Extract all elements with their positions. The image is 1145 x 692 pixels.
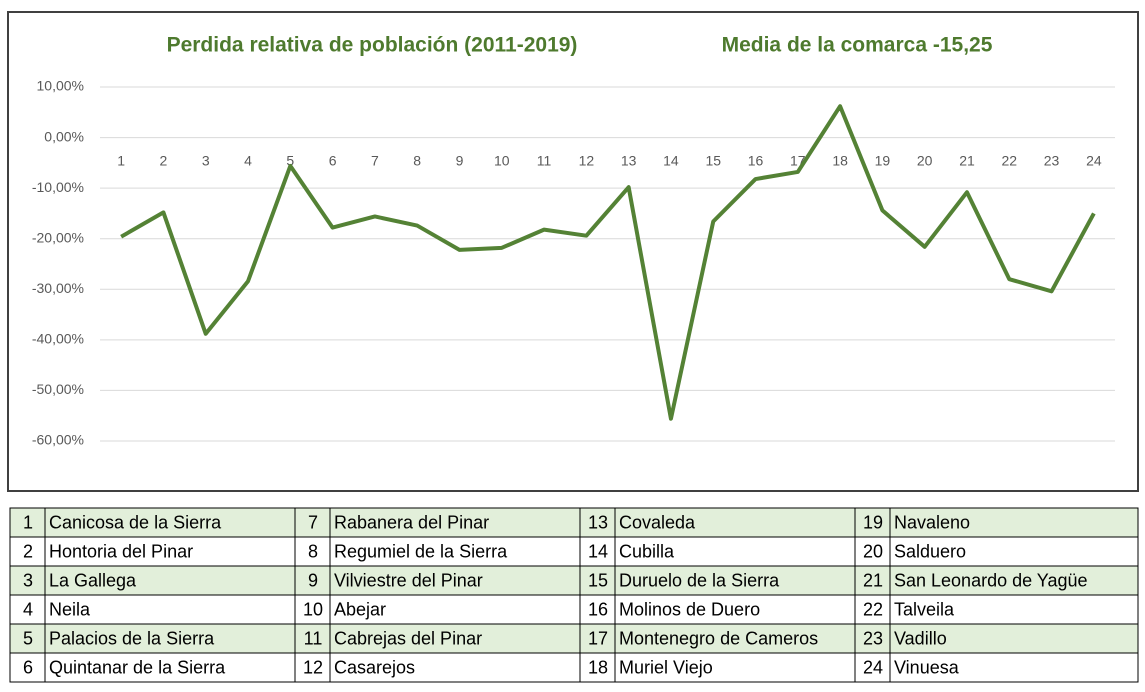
row-number: 2 [23,541,33,561]
table-row [9,507,1139,538]
town-name: Vinuesa [894,657,960,677]
row-number: 19 [863,512,883,532]
data-line [120,104,1096,421]
town-name: Neila [49,599,91,619]
row-number: 1 [23,512,33,532]
x-tick-label: 14 [663,152,679,168]
row-number: 10 [303,599,323,619]
town-name: Covaleda [619,512,696,532]
row-number: 16 [588,599,608,619]
x-tick-label: 7 [371,152,379,168]
row-number: 18 [588,657,608,677]
y-tick-label: 10,00% [37,78,84,94]
town-name: Abejar [334,599,386,619]
row-number: 17 [588,628,608,648]
x-tick-label: 3 [202,152,210,168]
row-number: 9 [308,570,318,590]
town-name: Talveila [894,599,955,619]
table-row [9,652,1139,683]
town-name: Duruelo de la Sierra [619,570,780,590]
row-number: 8 [308,541,318,561]
x-tick-label: 9 [456,152,464,168]
table-row [9,623,1139,654]
row-number: 7 [308,512,318,532]
row-number: 22 [863,599,883,619]
town-name: Salduero [894,541,966,561]
table-row [9,565,1139,596]
town-name: Cubilla [619,541,675,561]
x-tick-label: 23 [1044,152,1060,168]
town-name: Navaleno [894,512,970,532]
chart-subtitle: Media de la comarca -15,25 [722,34,993,57]
x-tick-label: 21 [959,152,975,168]
x-tick-label: 20 [917,152,933,168]
row-number: 4 [23,599,33,619]
y-tick-label: -60,00% [32,432,84,448]
town-name: Montenegro de Cameros [619,628,818,648]
town-name: Canicosa de la Sierra [49,512,222,532]
town-name: Vilviestre del Pinar [334,570,483,590]
row-number: 24 [863,657,883,677]
x-tick-label: 2 [160,152,168,168]
town-name: Hontoria del Pinar [49,541,193,561]
town-name: Cabrejas del Pinar [334,628,482,648]
town-name: Regumiel de la Sierra [334,541,508,561]
x-tick-label: 19 [875,152,891,168]
x-tick-label: 11 [537,152,552,168]
x-tick-label: 8 [413,152,421,168]
y-tick-label: -50,00% [32,381,84,397]
y-tick-label: 0,00% [44,128,84,144]
y-tick-label: -10,00% [32,179,84,195]
x-tick-label: 1 [117,152,125,168]
town-name: La Gallega [49,570,137,590]
y-tick-label: -40,00% [32,331,84,347]
x-tick-label: 18 [832,152,848,168]
x-tick-label: 4 [244,152,252,168]
town-name: Vadillo [894,628,947,648]
town-name: Palacios de la Sierra [49,628,215,648]
row-number: 6 [23,657,33,677]
x-tick-label: 16 [748,152,764,168]
town-name: Rabanera del Pinar [334,512,489,532]
town-name: Quintanar de la Sierra [49,657,226,677]
chart-title: Perdida relativa de población (2011-2019… [167,34,578,57]
town-name: Casarejos [334,657,415,677]
x-tick-label: 12 [579,152,595,168]
x-tick-label: 15 [705,152,721,168]
chart-frame [7,11,1139,492]
row-number: 14 [588,541,608,561]
x-tick-label: 13 [621,152,637,168]
town-name: Muriel Viejo [619,657,713,677]
x-tick-label: 5 [286,152,294,168]
table-row [9,594,1139,625]
row-number: 15 [588,570,608,590]
table-row [9,536,1139,567]
town-name: Molinos de Duero [619,599,760,619]
row-number: 13 [588,512,608,532]
x-tick-label: 6 [329,152,337,168]
row-number: 11 [304,628,323,648]
row-number: 21 [863,570,883,590]
row-number: 23 [863,628,883,648]
row-number: 3 [23,570,33,590]
x-tick-label: 10 [494,152,510,168]
row-number: 5 [23,628,33,648]
y-tick-label: -20,00% [32,229,84,245]
row-number: 12 [303,657,323,677]
x-tick-label: 22 [1001,152,1017,168]
town-name: San Leonardo de Yagüe [894,570,1088,590]
y-tick-label: -30,00% [32,280,84,296]
x-tick-label: 24 [1086,152,1102,168]
row-number: 20 [863,541,883,561]
